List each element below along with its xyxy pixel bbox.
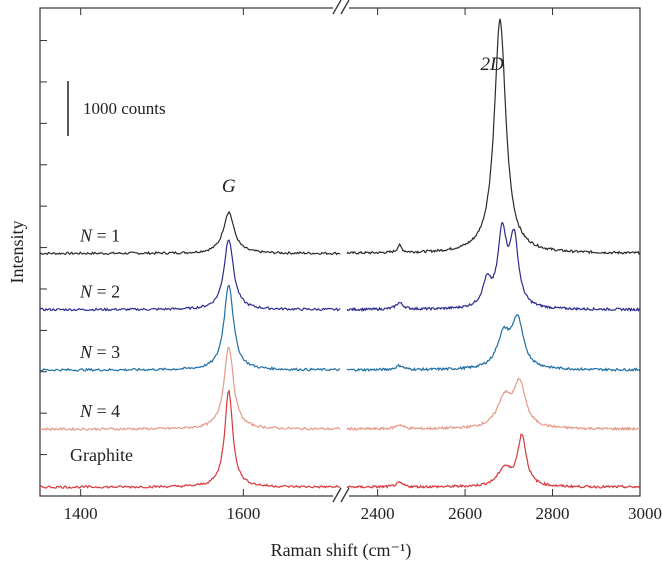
series-line-1-part-1 [39,210,341,256]
series-line-4-part-2 [346,377,640,432]
y-ticks [40,40,47,456]
series-line-5-part-1 [39,389,341,489]
axis-break-mark [332,0,350,503]
x-tick-label-2600: 2600 [448,504,482,523]
axis-break-gap-top [333,0,349,16]
x-tick-label-2800: 2800 [536,504,570,523]
series-label-2: N = 2 [79,282,120,302]
series-label-1: N = 1 [79,225,120,245]
peak-label-g: G [222,176,236,197]
x-tick-labels: 1400 1600 2400 2600 2800 3000 [64,504,662,523]
series-label-3: N = 3 [79,342,120,362]
series-labels: N = 1 N = 2 N = 3 N = 4 Graphite [70,225,133,465]
series-line-2-part-1 [39,239,341,312]
x-tick-label-2400: 2400 [361,504,395,523]
scale-bar-label: 1000 counts [83,99,166,118]
axis-break-gap-bottom [333,488,349,504]
axis-ticks [80,8,641,496]
series-label-4: N = 4 [79,401,120,421]
series-line-3-part-2 [346,314,641,372]
y-axis-title: Intensity [7,221,27,284]
peak-labels: G 2D [222,54,504,197]
series-label-5: Graphite [70,445,133,465]
series-lines [39,18,641,490]
x-tick-label-3000: 3000 [628,504,662,523]
series-line-2-part-2 [346,222,641,313]
peak-label-2d: 2D [480,54,504,75]
x-tick-label-1600: 1600 [226,504,260,523]
series-line-3-part-1 [39,284,341,372]
x-tick-label-1400: 1400 [64,504,98,523]
x-axis-title: Raman shift (cm⁻¹) [271,540,412,561]
scale-bar: 1000 counts [67,81,166,136]
series-line-4-part-1 [39,347,341,432]
series-line-1-part-2 [346,18,641,255]
series-line-5-part-2 [346,433,641,490]
